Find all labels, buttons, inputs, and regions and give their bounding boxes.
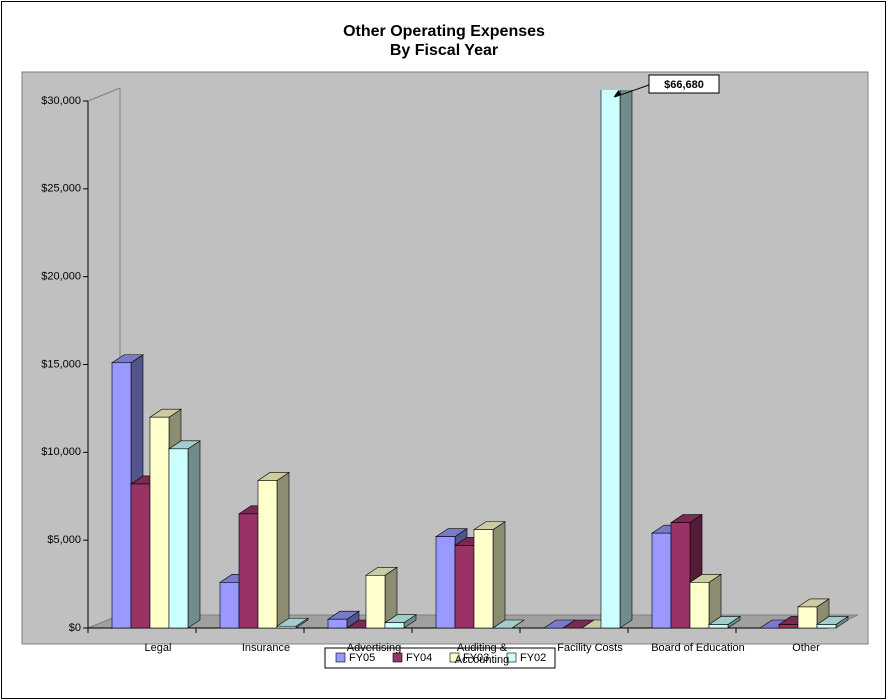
bar <box>651 532 672 629</box>
value-label: $66,680 <box>664 79 704 91</box>
x-tick-label: Insurance <box>241 642 291 654</box>
chart-title: Other Operating Expenses <box>343 23 545 40</box>
bar <box>276 625 297 629</box>
bar <box>130 483 151 629</box>
bars <box>111 90 849 629</box>
bar <box>473 529 494 629</box>
bar <box>816 624 837 629</box>
y-tick-label: $15,000 <box>41 358 81 370</box>
bar <box>708 624 729 629</box>
wall-edge <box>87 87 121 102</box>
y-tick-label: $25,000 <box>41 183 81 195</box>
bar-side <box>187 440 201 629</box>
value-label-box <box>648 74 720 94</box>
bar-side <box>492 521 506 629</box>
legend-swatch <box>335 652 346 663</box>
bar <box>238 513 259 629</box>
bar <box>778 624 799 629</box>
bar <box>670 522 691 629</box>
x-tick-label: Advertising <box>346 642 402 654</box>
x-tick-label: Facility Costs <box>557 642 623 654</box>
legend-swatch <box>506 652 517 663</box>
y-tick-label: $5,000 <box>47 534 81 546</box>
chart-subtitle: By Fiscal Year <box>390 42 498 59</box>
bar <box>435 536 456 629</box>
y-tick-label: $0 <box>69 622 81 634</box>
bar-top <box>492 619 525 629</box>
bar <box>327 618 348 629</box>
annotation-arrowhead <box>613 90 622 97</box>
x-tick-label: Other <box>792 642 820 654</box>
bar <box>257 480 278 629</box>
bar-side <box>276 471 290 629</box>
y-tick-label: $10,000 <box>41 446 81 458</box>
legend <box>324 647 556 669</box>
bar <box>384 622 405 629</box>
legend-label: FY03 <box>463 652 489 664</box>
legend-label: FY05 <box>349 652 375 664</box>
bar <box>168 448 189 629</box>
x-tick-label: Board of Education <box>651 642 745 654</box>
bar <box>219 582 240 629</box>
bar <box>797 606 818 629</box>
bar <box>111 362 132 629</box>
legend-swatch <box>392 652 403 663</box>
bar <box>689 582 710 629</box>
legend-swatch <box>449 652 460 663</box>
legend-label: FY04 <box>406 652 432 664</box>
x-tick-label: Auditing & Accounting <box>454 642 510 666</box>
y-tick-label: $20,000 <box>41 271 81 283</box>
bar <box>600 90 621 629</box>
x-tick-label: Legal <box>144 642 172 654</box>
y-tick-label: $30,000 <box>41 95 81 107</box>
legend-label: FY02 <box>520 652 546 664</box>
bar <box>365 574 386 629</box>
bar <box>149 416 170 629</box>
bar <box>454 545 475 629</box>
